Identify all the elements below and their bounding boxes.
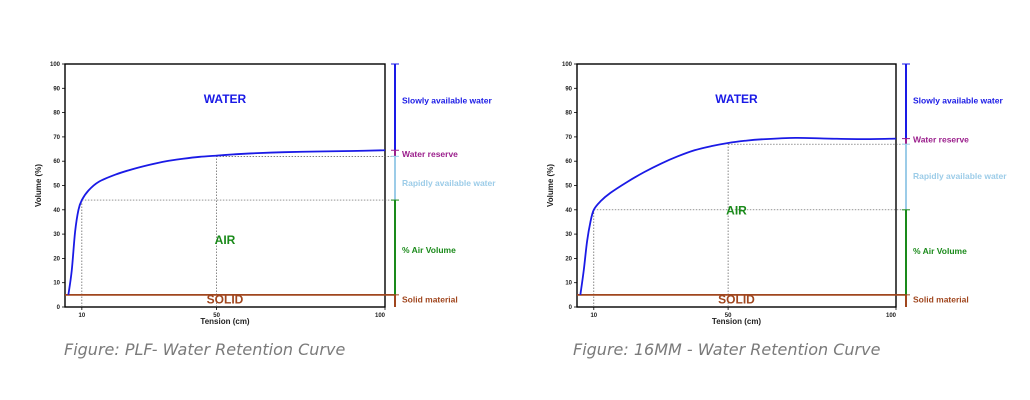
chart-16mm-water-retention: 0 10 20 30 40 50 60 70 80 90 100 10 50 100 Tension (cm… [546,62,1007,326]
x-tick-label: 10 [590,313,597,319]
y-tick-label: 20 [565,256,572,262]
side-label: Solid material [913,295,969,305]
y-tick-label: 60 [565,159,572,165]
y-tick-label: 60 [53,159,60,165]
y-tick-label: 40 [53,208,60,214]
y-tick-label: 100 [562,62,573,68]
y-axis-label: Volume (%) [546,164,555,207]
x-axis-label: Tension (cm) [712,317,762,326]
y-tick-label: 30 [565,232,572,238]
y-tick-label: 90 [565,86,572,92]
x-tick-label: 10 [78,313,85,319]
y-tick-label: 10 [565,281,572,287]
y-tick-label: 40 [565,208,572,214]
region-label-water: WATER [204,92,247,106]
region-label-air: AIR [726,204,747,218]
side-label: Solid material [402,295,458,305]
y-tick-label: 0 [57,305,61,311]
y-tick-label: 50 [53,184,60,190]
x-tick-label: 100 [886,313,897,319]
x-tick-label: 50 [213,313,220,319]
side-label: Water reserve [402,149,458,159]
chart-plf-water-retention: 0 10 20 30 40 50 60 70 80 90 100 10 50 100 Tension (cm… [34,62,496,326]
y-tick-label: 100 [50,62,61,68]
figure-plf: 0 10 20 30 40 50 60 70 80 90 100 10 50 100 Tension (cm… [34,62,496,359]
region-label-solid: SOLID [718,292,755,306]
side-label: Rapidly available water [913,171,1007,181]
retention-curve-line [579,136,897,295]
x-tick-label: 50 [725,313,732,319]
y-tick-label: 30 [53,232,60,238]
y-tick-label: 70 [565,135,572,141]
region-label-solid: SOLID [207,292,244,306]
figure-caption: Figure: PLF- Water Retention Curve [64,340,346,359]
y-axis-label: Volume (%) [34,164,43,207]
side-label: Slowly available water [402,95,492,105]
figure-16mm: 0 10 20 30 40 50 60 70 80 90 100 10 50 100 Tension (cm… [515,0,1030,400]
y-tick-label: 20 [53,256,60,262]
side-label: Water reserve [913,134,969,144]
side-label: Slowly available water [913,95,1003,105]
y-tick-label: 90 [53,86,60,92]
retention-curve-line [67,149,386,295]
y-tick-label: 70 [53,135,60,141]
y-tick-label: 80 [53,111,60,117]
y-tick-label: 10 [53,281,60,287]
side-label: % Air Volume [913,246,967,256]
y-tick-label: 80 [565,111,572,117]
region-label-air: AIR [215,233,236,247]
side-label: % Air Volume [402,245,456,255]
region-label-water: WATER [715,92,758,106]
y-tick-label: 50 [565,184,572,190]
side-label: Rapidly available water [402,178,496,188]
y-tick-label: 0 [569,305,573,311]
x-axis-label: Tension (cm) [200,317,250,326]
x-tick-label: 100 [375,313,386,319]
figure-caption: Figure: 16MM - Water Retention Curve [573,340,881,359]
